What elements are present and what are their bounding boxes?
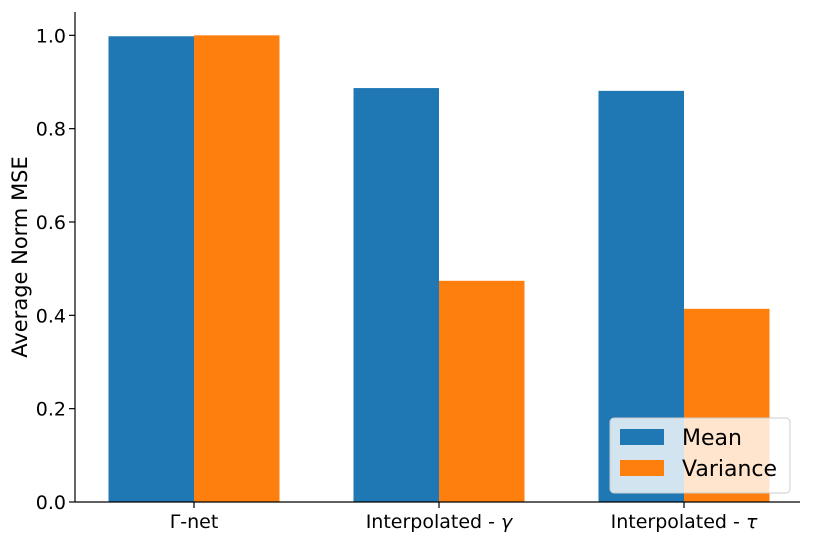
x-ticks-group: Γ-net Interpolated - γ Interpolated - τ bbox=[170, 502, 758, 533]
y-tick-label: 0.2 bbox=[36, 399, 66, 421]
x-tick-label: Interpolated - τ bbox=[611, 511, 758, 533]
y-axis-title: Average Norm MSE bbox=[8, 156, 32, 358]
x-tick-label: Interpolated - γ bbox=[366, 511, 514, 533]
y-ticks-group: 0.0 0.2 0.4 0.6 0.8 1.0 bbox=[36, 25, 75, 514]
bar-mean-1 bbox=[353, 88, 439, 503]
y-tick-label: 0.0 bbox=[36, 492, 66, 514]
legend-swatch-variance bbox=[620, 460, 664, 476]
y-tick-label: 1.0 bbox=[36, 25, 66, 47]
x-tick-label: Γ-net bbox=[170, 511, 219, 533]
y-tick-label: 0.6 bbox=[36, 212, 66, 234]
y-tick-label: 0.4 bbox=[36, 305, 66, 327]
bar-mean-0 bbox=[108, 36, 194, 503]
y-tick-label: 0.8 bbox=[36, 119, 66, 141]
legend: Mean Variance bbox=[609, 417, 791, 494]
bar-variance-0 bbox=[194, 35, 280, 502]
legend-label-variance: Variance bbox=[682, 457, 777, 482]
axes-group bbox=[74, 12, 800, 503]
bar-variance-1 bbox=[439, 280, 525, 502]
legend-swatch-mean bbox=[620, 429, 664, 445]
legend-label-mean: Mean bbox=[682, 426, 742, 451]
